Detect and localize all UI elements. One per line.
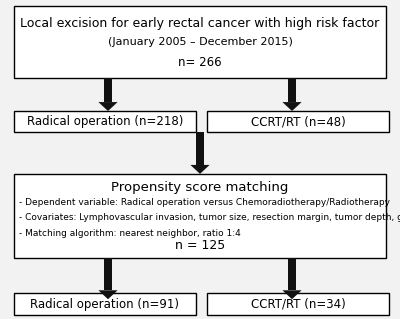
Text: Radical operation (n=218): Radical operation (n=218) (27, 115, 183, 128)
Polygon shape (190, 165, 210, 174)
Text: n= 266: n= 266 (178, 56, 222, 69)
Text: - Covariates: Lymphovascular invasion, tumor size, resection margin, tumor depth: - Covariates: Lymphovascular invasion, t… (19, 213, 400, 222)
Text: Radical operation (n=91): Radical operation (n=91) (30, 298, 180, 311)
Polygon shape (282, 290, 302, 299)
FancyBboxPatch shape (207, 111, 389, 132)
FancyBboxPatch shape (14, 6, 386, 78)
FancyBboxPatch shape (14, 111, 196, 132)
Text: Local excision for early rectal cancer with high risk factor: Local excision for early rectal cancer w… (20, 17, 380, 30)
Text: - Matching algorithm: nearest neighbor, ratio 1:4: - Matching algorithm: nearest neighbor, … (19, 229, 240, 238)
Polygon shape (98, 102, 118, 111)
FancyBboxPatch shape (207, 293, 389, 315)
Polygon shape (104, 78, 112, 102)
Text: n = 125: n = 125 (175, 239, 225, 252)
FancyBboxPatch shape (14, 293, 196, 315)
Text: Propensity score matching: Propensity score matching (111, 181, 289, 194)
Polygon shape (196, 132, 204, 165)
Text: (January 2005 – December 2015): (January 2005 – December 2015) (108, 37, 292, 47)
Text: CCRT/RT (n=48): CCRT/RT (n=48) (251, 115, 345, 128)
Polygon shape (288, 78, 296, 102)
Polygon shape (288, 258, 296, 290)
Text: CCRT/RT (n=34): CCRT/RT (n=34) (251, 298, 345, 311)
Text: - Dependent variable: Radical operation versus Chemoradiotherapy/Radiotherapy: - Dependent variable: Radical operation … (19, 198, 390, 207)
Polygon shape (104, 258, 112, 290)
Polygon shape (282, 102, 302, 111)
Polygon shape (98, 290, 118, 299)
FancyBboxPatch shape (14, 174, 386, 258)
